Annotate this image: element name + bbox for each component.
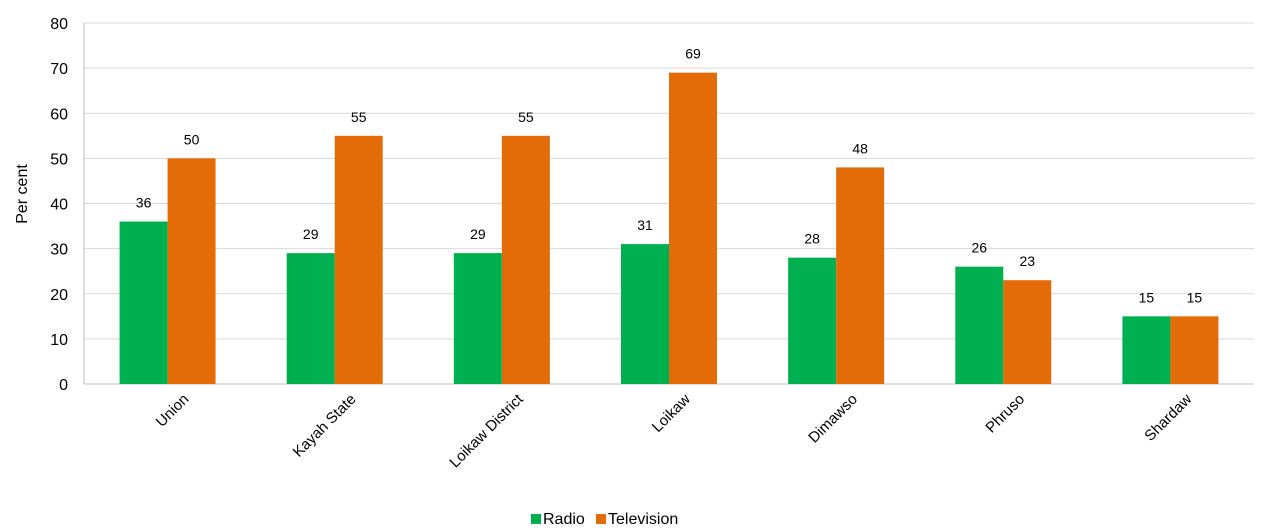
data-label-radio: 28 [804,231,820,247]
bar-television [669,72,717,384]
data-label-television: 50 [184,131,200,147]
data-label-radio: 36 [136,195,152,211]
x-category-label: Shardaw [1141,391,1195,445]
data-label-television: 23 [1019,253,1035,269]
x-category-label: Kayah State [290,391,360,461]
bar-radio [1122,316,1171,384]
bars [119,72,1219,384]
bar-television [167,158,216,384]
bar-television [1003,280,1052,384]
data-label-television: 48 [852,140,868,156]
data-label-television: 55 [518,109,534,125]
x-category-label: Union [153,391,193,431]
data-label-radio: 29 [303,226,319,242]
bar-radio [788,257,837,384]
bar-television [501,135,550,384]
data-labels: 36 50 29 55 29 55 31 69 28 48 26 23 15 15 [136,46,1203,306]
y-tick-label: 40 [50,197,68,214]
data-label-television: 69 [685,46,701,62]
y-tick-label: 20 [50,287,68,304]
y-axis-title: Per cent [14,164,31,224]
data-label-radio: 15 [1139,289,1155,305]
y-tick-label: 30 [50,242,68,259]
legend-swatch-radio [531,514,541,524]
bar-radio [453,253,502,384]
bar-radio [286,253,335,384]
bar-television [334,135,383,384]
y-tick-label: 10 [50,332,68,349]
data-label-radio: 26 [971,240,987,256]
data-label-television: 55 [351,109,367,125]
x-category-label: Phruso [982,391,1028,437]
x-axis-categories: Union Kayah State Loikaw District Loikaw Dim… [153,390,1196,471]
bar-television [1170,316,1219,384]
bar-radio [955,266,1004,384]
y-tick-label: 0 [59,377,68,394]
y-tick-label: 80 [50,16,68,33]
x-category-label: Loikaw District [446,390,527,471]
legend-swatch-television [596,514,606,524]
y-axis-ticks: 0 10 20 30 40 50 60 70 80 [50,16,68,394]
legend: Radio Television [531,511,678,528]
legend-label-television: Television [608,511,678,528]
y-tick-label: 50 [50,151,68,168]
y-tick-label: 60 [50,106,68,123]
y-tick-label: 70 [50,61,68,78]
data-label-television: 15 [1187,289,1203,305]
legend-label-radio: Radio [543,511,585,528]
x-category-label: Loikaw [649,391,694,436]
x-category-label: Dimawso [805,391,861,447]
data-label-radio: 31 [637,217,653,233]
bar-radio [119,221,168,384]
bar-television [836,167,885,384]
data-label-radio: 29 [470,226,486,242]
bar-radio [621,244,669,384]
